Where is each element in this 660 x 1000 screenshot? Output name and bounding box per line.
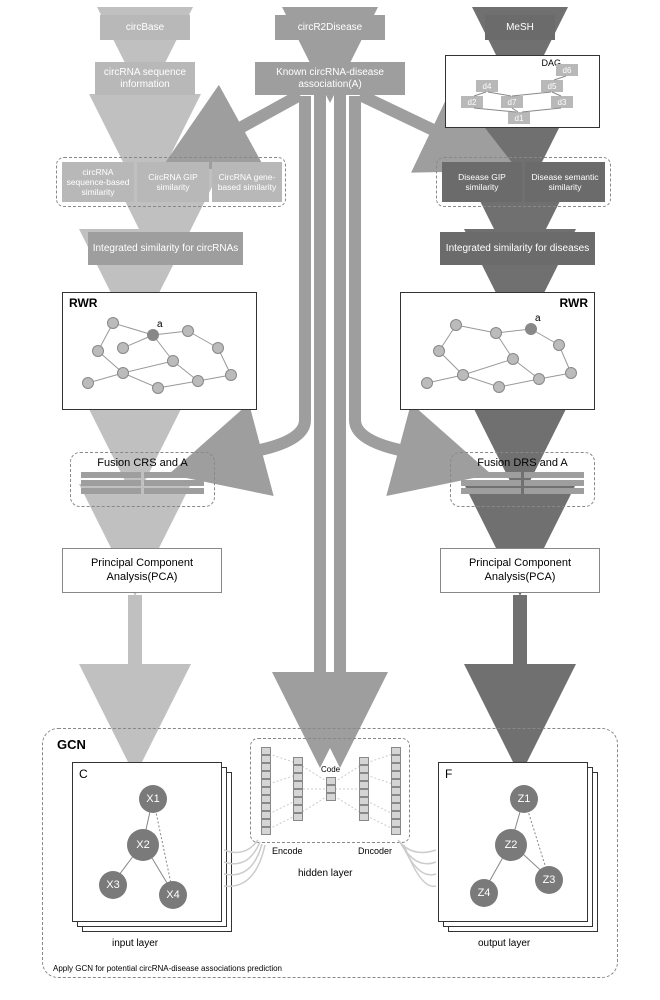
z4-node: Z4 [470,879,498,907]
rwr-node-a-label-right: a [535,313,541,324]
dag-d1: d1 [508,112,530,124]
hidden-layer-label: hidden layer [298,868,352,879]
rwr-left-box: RWR a [62,292,257,410]
z1-node: Z1 [510,785,538,813]
dag-d5: d5 [541,80,563,92]
dag-d7: d7 [501,96,523,108]
rwr-right-box: RWR a [400,292,595,410]
mesh-box: MeSH [485,15,555,40]
fusion-right: Fusion DRS and A [450,452,595,507]
encode-label: Encode [272,846,303,856]
fusion-left-label: Fusion CRS and A [75,457,210,469]
z2-node: Z2 [495,829,527,861]
pca-left: Principal Component Analysis(PCA) [62,548,222,593]
input-panel: C X1 X2 X3 X4 [72,762,222,922]
input-layer-label: input layer [112,938,158,949]
output-layer-label: output layer [478,938,530,949]
ae-code-label: Code [321,765,340,774]
ae-container: Code [250,738,410,843]
dag-d4: d4 [476,80,498,92]
fusion-right-label: Fusion DRS and A [455,457,590,469]
circ-gene-sim: CircRNA gene-based similarity [212,162,282,202]
x4-node: X4 [159,881,187,909]
known-assoc-box: Known circRNA-disease association(A) [255,62,405,95]
integrated-dis: Integrated similarity for diseases [440,232,595,265]
dag-d3: d3 [551,96,573,108]
dag-d2: d2 [461,96,483,108]
z3-node: Z3 [535,866,563,894]
output-panel: F Z1 Z2 Z3 Z4 [438,762,588,922]
circ-seq-sim: circRNA sequence-based similarity [62,162,134,202]
fusion-left: Fusion CRS and A [70,452,215,507]
dag-box: DAG d6 d4 d5 d2 d7 d3 d1 [445,55,600,128]
x2-node: X2 [127,829,159,861]
pca-right: Principal Component Analysis(PCA) [440,548,600,593]
integrated-circ: Integrated similarity for circRNAs [88,232,243,265]
x3-node: X3 [99,871,127,899]
dag-d6: d6 [556,64,578,76]
seq-info-box: circRNA sequence information [95,62,195,95]
dis-gip-sim: Disease GIP similarity [442,162,522,202]
gcn-title: GCN [57,737,86,752]
circr2disease-box: circR2Disease [275,15,385,40]
dis-sem-sim: Disease semantic similarity [525,162,605,202]
x1-node: X1 [139,785,167,813]
rwr-node-a-label-left: a [157,319,163,330]
circbase-box: circBase [100,15,190,40]
gcn-caption: Apply GCN for potential circRNA-disease … [53,964,282,973]
circ-gip-sim: CircRNA GIP similarity [137,162,209,202]
decode-label: Dncoder [358,846,392,856]
